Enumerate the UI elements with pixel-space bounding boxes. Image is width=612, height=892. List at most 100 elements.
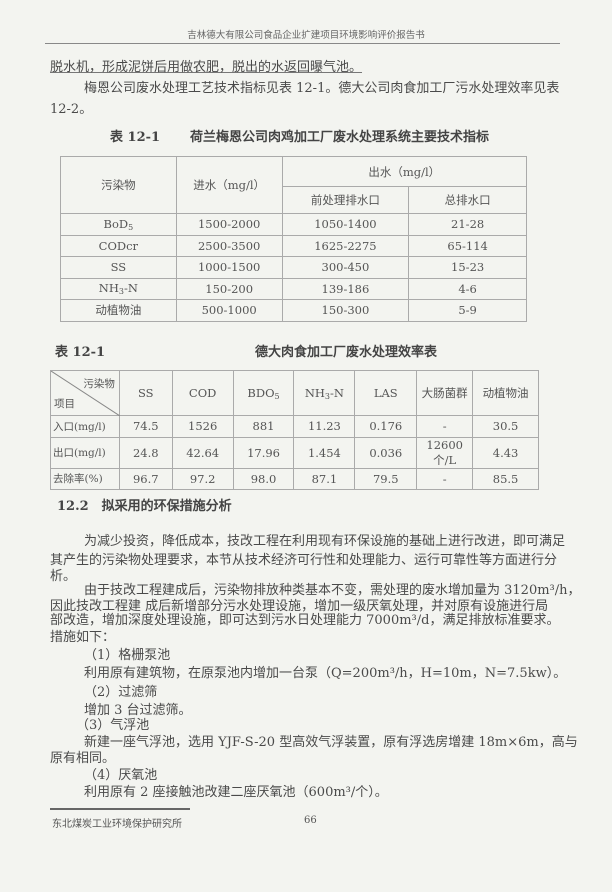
value-cell: 12600 个/L: [416, 436, 474, 469]
section-heading: 12.2 拟采用的环保措施分析: [57, 499, 232, 514]
p2-line-2: 因此技改工程建 成后新增部分污水处理设施，增加一级厌氧处理，并对原有设施进行局: [50, 599, 549, 614]
item-3-text-1: 新建一座气浮池，选用 YJF-S-20 型高效气浮装置，原有浮选房增建 18m×…: [84, 735, 578, 750]
column-header: LAS: [354, 370, 418, 416]
value-cell: 87.1: [293, 467, 356, 490]
column-header-label: 大肠菌群: [421, 386, 468, 400]
inflow-cell: 2500-3500: [175, 234, 283, 257]
table-row: 入口(mg/l) 74.5 1526 881 11.23 0.176-30.5: [50, 415, 539, 438]
p1-line-3: 析。: [50, 569, 77, 584]
column-header-label: 动植物油: [482, 386, 529, 400]
total-outlet-cell: 5-9: [408, 299, 527, 322]
diagonal-line: [51, 371, 120, 416]
p1-line-1: 为减少投资，降低成本，技改工程在利用现有环保设施的基础上进行改进，即可满足: [84, 534, 566, 549]
table-12-1: 污染物 进水（mg/l） 出水（mg/l） 前处理排水口 总排水口 BoD5 15…: [60, 156, 528, 322]
footer-org: 东北煤炭工业环境保护研究所: [52, 819, 182, 830]
inflow-cell: 150-200: [175, 277, 283, 300]
column-header-label: COD: [188, 386, 217, 400]
corner-item: 项目: [54, 398, 75, 410]
pollutant-cell: SS: [60, 256, 177, 279]
total-outlet-cell: 21-28: [408, 213, 527, 236]
value-cell: 0.036: [354, 436, 418, 469]
value-cell: 0.176: [354, 415, 418, 438]
table-row: NH3-N 150-200 139-186 4-6: [60, 277, 527, 300]
header-total-outlet: 总排水口: [408, 186, 527, 214]
column-header-label: LAS: [373, 386, 398, 400]
value-cell: -: [416, 467, 474, 490]
value-cell: 97.2: [171, 467, 234, 490]
pre-outlet-cell: 139-186: [281, 277, 410, 300]
p2-line-3: 部改造，增加深度处理设施，即可达到污水日处理能力 7000m³/d，满足排放标准…: [50, 613, 560, 628]
header-inflow: 进水（mg/l）: [175, 156, 283, 214]
pre-outlet-cell: 300-450: [281, 256, 410, 279]
value-cell: 1.454: [293, 436, 356, 469]
item-2-title: （2）过滤筛: [84, 685, 158, 700]
value-cell: 30.5: [472, 415, 539, 438]
value-cell: 98.0: [232, 467, 295, 490]
item-1-text: 利用原有建筑物，在原泵池内增加一台泵（Q=200m³/h，H=10m，N=7.5…: [84, 666, 567, 681]
table2-number: 表 12-1: [55, 345, 106, 360]
header-rule: [45, 43, 560, 44]
column-header-label: SS: [138, 386, 154, 400]
item-4-title: （4）厌氧池: [84, 768, 158, 783]
intro-line-2: 梅恩公司废水处理工艺技术指标见表 12-1。德大公司肉食加工厂污水处理效率见表: [84, 81, 560, 96]
p2-line-4: 措施如下：: [50, 630, 116, 645]
table-row: BoD5 1500-2000 1050-1400 21-28: [60, 213, 527, 236]
pollutant-name: NH3-N: [98, 281, 138, 297]
pollutant-cell: 动植物油: [60, 299, 177, 322]
column-header-label: NH3-N: [304, 385, 344, 401]
value-cell: 17.96: [232, 436, 295, 469]
value-cell: 1526: [171, 415, 234, 438]
table-row: 去除率(%) 96.7 97.2 98.0 87.1 79.5-85.5: [50, 467, 539, 490]
value-cell: 24.8: [118, 436, 173, 469]
column-header: 大肠菌群: [416, 370, 474, 416]
footer-rule: [50, 808, 190, 810]
row-label: 入口(mg/l): [50, 415, 120, 438]
pollutant-name: CODcr: [98, 238, 139, 253]
column-header-label: BDO5: [247, 385, 280, 401]
p2-line-1: 由于技改工程建成后，污染物排放种类基本不变，需处理的废水增加量为 3120m³/…: [84, 583, 581, 598]
inflow-cell: 1500-2000: [175, 213, 283, 236]
value-cell: 85.5: [472, 467, 539, 490]
pollutant-name: BoD5: [103, 216, 134, 232]
column-header: COD: [171, 370, 234, 416]
total-outlet-cell: 65-114: [408, 234, 527, 257]
value-cell: 11.23: [293, 415, 356, 438]
pre-outlet-cell: 1625-2275: [281, 234, 410, 257]
total-outlet-cell: 4-6: [408, 277, 527, 300]
column-header: NH3-N: [293, 370, 356, 416]
column-header: BDO5: [232, 370, 295, 416]
page-number: 66: [304, 815, 317, 826]
value-cell: 74.5: [118, 415, 173, 438]
value-cell: 42.64: [171, 436, 234, 469]
total-outlet-cell: 15-23: [408, 256, 527, 279]
intro-line-1: 脱水机，形成泥饼后用做农肥，脱出的水返回曝气池。: [50, 60, 363, 75]
item-1-title: （1）格栅泵池: [84, 648, 171, 663]
table-row: 动植物油 500-1000 150-300 5-9: [60, 299, 527, 322]
table1-number: 表 12-1: [110, 130, 161, 145]
pollutant-cell: CODcr: [60, 234, 177, 257]
table-12-2: 污染物 项目 SS COD BDO5 NH3-N LAS 大肠菌群 动植物油 入口(mg/l…: [50, 370, 539, 490]
header-pollutant: 污染物: [60, 156, 177, 214]
header-outflow: 出水（mg/l）: [281, 156, 528, 187]
item-4-text: 利用原有 2 座接触池改建二座厌氧池（600m³/个）。: [84, 785, 388, 800]
pollutant-name: 动植物油: [95, 303, 142, 318]
item-2-text: 增加 3 台过滤筛。: [84, 703, 192, 718]
table-row: CODcr 2500-3500 1625-2275 65-114: [60, 234, 527, 257]
value-cell: 881: [232, 415, 295, 438]
corner-pollutant: 污染物: [83, 378, 115, 390]
column-header: SS: [118, 370, 173, 416]
corner-header: 污染物 项目: [50, 370, 120, 416]
row-label: 出口(mg/l): [50, 436, 120, 469]
inflow-cell: 500-1000: [175, 299, 283, 322]
column-header: 动植物油: [472, 370, 539, 416]
pollutant-name: SS: [110, 260, 127, 275]
table1-title: 荷兰梅恩公司肉鸡加工厂废水处理系统主要技术指标: [190, 130, 490, 145]
item-3-title: （3）气浮池: [76, 718, 150, 733]
value-cell: 79.5: [354, 467, 418, 490]
row-label: 去除率(%): [50, 467, 120, 490]
inflow-cell: 1000-1500: [175, 256, 283, 279]
table-row: 出口(mg/l) 24.8 42.64 17.96 1.454 0.036 12600 个/…: [50, 436, 539, 469]
value-cell: 4.43: [472, 436, 539, 469]
item-3-text-2: 原有相同。: [50, 751, 116, 766]
value-cell: 96.7: [118, 467, 173, 490]
